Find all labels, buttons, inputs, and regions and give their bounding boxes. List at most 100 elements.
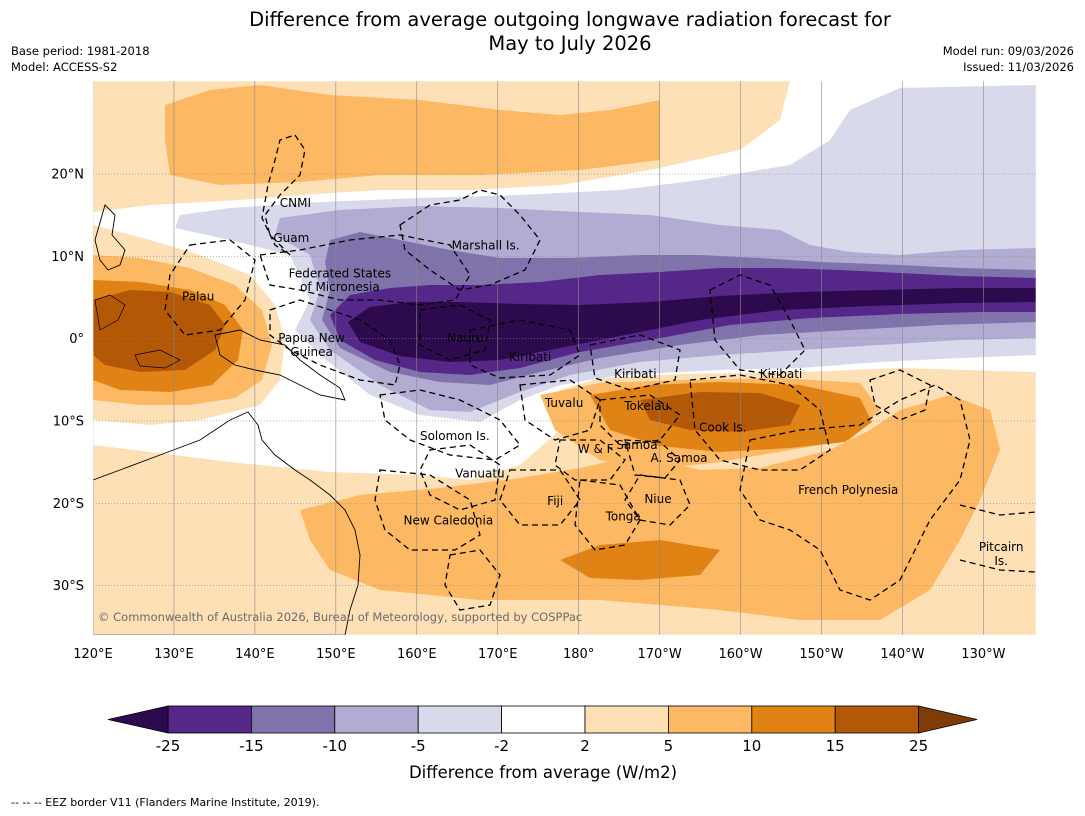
eez-border: [589, 334, 681, 391]
longitude-label: 170°W: [638, 647, 682, 662]
anomaly-region: [93, 290, 225, 372]
land-mass: [214, 329, 346, 401]
region-label: Guinea: [290, 345, 333, 359]
region-label: Palau: [182, 290, 214, 304]
eez-border: [689, 374, 831, 471]
model-name: Model: ACCESS-S2: [11, 60, 118, 74]
eez-border: [259, 234, 471, 306]
region-label: Nauru: [447, 331, 483, 345]
eez-border: [624, 439, 681, 479]
latitude-labels: 20°N 10°N 0° 10°S 20°S 30°S: [51, 168, 84, 595]
region-label: Niue: [644, 492, 671, 506]
anomaly-region: [560, 540, 720, 580]
longitude-label: 150°W: [799, 647, 843, 662]
colorbar-tick-label: 2: [580, 737, 590, 755]
region-label: Papua New: [278, 331, 345, 345]
latitude-label: 10°N: [51, 250, 84, 265]
latitude-label: 10°S: [53, 414, 84, 429]
model-run-date: Model run: 09/03/2026: [942, 44, 1074, 58]
eez-border: [624, 474, 691, 526]
longitude-label: 120°E: [73, 647, 113, 662]
region-label: Solomon Is.: [420, 429, 490, 443]
colorbar-tick-label: -10: [323, 737, 348, 755]
anomaly-region: [348, 288, 1036, 362]
model-info: Base period: 1981-2018 Model: ACCESS-S2: [11, 43, 150, 75]
colorbar-bin: [834, 705, 920, 734]
base-period: Base period: 1981-2018: [11, 44, 150, 58]
anomaly-region: [300, 395, 1000, 620]
colorbar-tick-label: -5: [411, 737, 426, 755]
longitude-label: 160°W: [718, 647, 762, 662]
longitude-label: 140°W: [880, 647, 924, 662]
land-mass: [94, 204, 126, 271]
colorbar-bin: [751, 705, 836, 734]
colorbar-bin: [417, 705, 503, 734]
eez-border: [374, 469, 481, 551]
eez-legend: -- -- -- EEZ border V11 (Flanders Marine…: [11, 796, 320, 809]
eez-border: [269, 299, 401, 386]
region-label: of Micronesia: [300, 280, 380, 294]
latitude-label: 0°: [69, 332, 84, 347]
colorbar: -25 -15 -10 -5 -2 2 5 10 15 25: [107, 705, 978, 755]
colorbar-tick-label: -15: [239, 737, 264, 755]
region-label: Tuvalu: [544, 396, 584, 410]
colorbar-tick-label: 15: [826, 737, 845, 755]
land-mass: [93, 411, 361, 635]
eez-border: [519, 379, 601, 441]
eez-border: [709, 274, 806, 376]
eez-border: [574, 479, 641, 551]
run-info: Model run: 09/03/2026 Issued: 11/03/2026: [943, 43, 1074, 75]
region-label: Tonga: [605, 509, 641, 523]
eez-border: [869, 369, 931, 421]
longitude-label: 180°: [563, 647, 594, 662]
region-label: French Polynesia: [798, 483, 898, 497]
colorbar-tick-label: 5: [664, 737, 674, 755]
longitude-label: 140°E: [235, 647, 275, 662]
longitude-labels: 120°E 130°E 140°E 150°E 160°E 170°E 180° 170°W 1…: [73, 647, 1005, 662]
region-label: Kiribati: [760, 367, 802, 381]
region-label: Marshall Is.: [452, 239, 520, 253]
longitude-label: 150°E: [316, 647, 356, 662]
region-label: Vanuatu: [455, 467, 505, 481]
colorbar-high-arrow: [918, 705, 978, 734]
gridlines: [93, 81, 1036, 635]
colorbar-tick-label: -2: [494, 737, 509, 755]
colorbar-low-arrow: [107, 705, 169, 734]
eez-border: [739, 384, 971, 601]
region-label: A. Samoa: [651, 451, 708, 465]
eez-border: [261, 134, 306, 256]
eez-border: [164, 239, 256, 336]
colorbar-bin: [668, 705, 753, 734]
colorbar-tick-label: 10: [742, 737, 761, 755]
copyright-notice: © Commonwealth of Australia 2026, Bureau…: [98, 610, 582, 624]
region-label: Kiribati: [614, 367, 656, 381]
eez-border: [444, 549, 501, 611]
longitude-label: 170°E: [478, 647, 518, 662]
eez-border: [554, 439, 626, 481]
latitude-label: 20°S: [53, 497, 84, 512]
anomaly-field: [93, 81, 1036, 635]
longitude-label: 130°E: [154, 647, 194, 662]
region-label: New Caledonia: [403, 514, 493, 528]
longitude-label: 130°W: [961, 647, 1005, 662]
chart-title: Difference from average outgoing longwav…: [0, 8, 1085, 56]
latitude-label: 30°S: [53, 579, 84, 594]
anomaly-region: [165, 85, 660, 185]
anomaly-region: [640, 392, 800, 432]
eez-border: [499, 469, 581, 526]
eez-border: [379, 389, 521, 461]
region-label: CNMI: [280, 196, 311, 210]
colorbar-tick-label: -25: [156, 737, 181, 755]
region-label: Is.: [994, 554, 1008, 568]
region-label: Tokelau: [623, 399, 669, 413]
region-label: Pitcairn: [979, 540, 1024, 554]
title-line-2: May to July 2026: [488, 32, 652, 55]
eez-border: [469, 319, 581, 379]
eez-border: [599, 394, 681, 446]
colorbar-bin: [584, 705, 669, 734]
longitude-label: 160°E: [397, 647, 437, 662]
eez-border: [959, 504, 1036, 573]
colorbar-title: Difference from average (W/m2): [409, 763, 677, 782]
